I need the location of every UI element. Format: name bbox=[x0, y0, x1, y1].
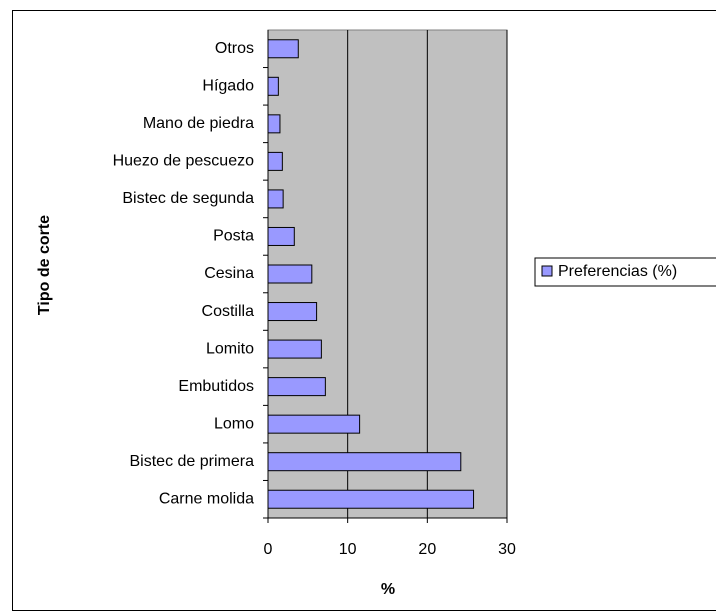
legend-swatch bbox=[541, 265, 553, 277]
bar bbox=[267, 114, 281, 134]
y-tick-label: Huezo de pescuezo bbox=[113, 153, 255, 170]
y-axis-title: Tipo de corte bbox=[36, 215, 53, 315]
bar bbox=[267, 226, 295, 246]
x-tick-label: 30 bbox=[498, 541, 516, 558]
bar bbox=[267, 39, 299, 59]
x-axis-title: % bbox=[381, 581, 395, 598]
bar bbox=[267, 414, 361, 434]
y-tick-label: Bistec de primera bbox=[130, 453, 255, 470]
x-tick-label: 0 bbox=[264, 541, 273, 558]
bar bbox=[267, 76, 279, 96]
y-tick-label: Lomo bbox=[214, 415, 254, 432]
bar bbox=[267, 151, 283, 171]
y-tick-label: Posta bbox=[213, 228, 254, 245]
y-tick-label: Costilla bbox=[202, 303, 255, 320]
y-tick-label: Embutidos bbox=[178, 378, 254, 395]
y-tick-label: Otros bbox=[215, 40, 254, 57]
y-tick-label: Mano de piedra bbox=[143, 115, 254, 132]
bar bbox=[267, 452, 462, 472]
bar bbox=[267, 339, 322, 359]
bar bbox=[267, 302, 318, 322]
y-tick-label: Lomito bbox=[206, 340, 254, 357]
x-tick-label: 10 bbox=[339, 541, 357, 558]
bar bbox=[267, 489, 475, 509]
y-tick-label: Cesina bbox=[204, 265, 254, 282]
y-tick-label: Bistec de segunda bbox=[122, 190, 254, 207]
bar bbox=[267, 189, 284, 209]
bar bbox=[267, 377, 326, 397]
y-tick-label: Hígado bbox=[202, 78, 254, 95]
y-tick-label: Carne molida bbox=[159, 490, 254, 507]
x-tick-label: 20 bbox=[418, 541, 436, 558]
bar bbox=[267, 264, 313, 284]
legend-box bbox=[534, 257, 716, 287]
legend-label: Preferencias (%) bbox=[558, 263, 677, 280]
